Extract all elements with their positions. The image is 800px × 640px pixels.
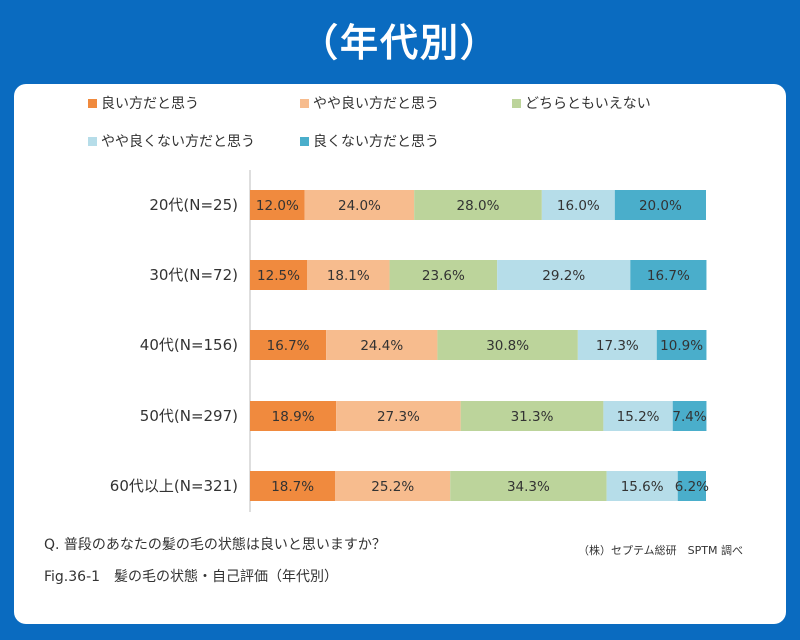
category-label-4: 50代(N=297) [140,407,238,425]
bar-segment-4-2 [336,401,461,431]
data-label-5-4: 15.6% [621,479,664,495]
bar-segment-2-2 [307,260,390,290]
legend-label-4: やや良くない方だと思う [101,134,255,150]
bar-segment-1-2 [304,190,415,220]
bar-segment-5-4 [606,471,678,501]
legend-swatch-3 [512,99,521,108]
bar-segment-1-4 [541,190,615,220]
data-label-3-2: 24.4% [360,338,403,354]
category-label-5: 60代以上(N=321) [110,477,238,495]
data-label-2-4: 29.2% [542,268,585,284]
legend-swatch-2 [300,99,309,108]
data-label-5-5: 6.2% [675,479,709,495]
data-label-4-5: 7.4% [672,409,706,425]
bar-segment-2-3 [389,260,498,290]
survey-question: Q. 普段のあなたの髪の毛の状態は良いと思いますか？ [44,537,386,553]
bar-segment-3-4 [577,330,657,360]
category-label-2: 30代(N=72) [149,266,238,284]
bar-segment-3-5 [656,330,707,360]
data-label-2-3: 23.6% [422,268,465,284]
bar-segment-4-5 [672,401,707,431]
bar-segment-1-5 [614,190,706,220]
legend-label-1: 良い方だと思う [101,96,199,112]
bar-segment-4-1 [250,401,337,431]
data-label-3-5: 10.9% [660,338,703,354]
data-label-4-1: 18.9% [272,409,315,425]
figure-caption: Fig.36-1 髪の毛の状態・自己評価（年代別） [44,569,339,585]
data-label-1-3: 28.0% [457,198,500,214]
bar-segment-1-1 [250,190,305,220]
bar-segment-4-4 [603,401,673,431]
legend-swatch-1 [88,99,97,108]
bar-segment-5-1 [250,471,336,501]
data-label-4-2: 27.3% [377,409,420,425]
bar-segment-5-3 [450,471,607,501]
data-label-3-1: 16.7% [267,338,310,354]
bar-segment-2-4 [497,260,631,290]
bar-segment-3-2 [326,330,438,360]
legend-swatch-4 [88,137,97,146]
bar-segment-2-1 [250,260,307,290]
page-title: （年代別） [299,21,500,65]
bar-segment-3-3 [437,330,578,360]
data-label-5-2: 25.2% [371,479,414,495]
data-label-1-2: 24.0% [338,198,381,214]
data-label-1-1: 12.0% [256,198,299,214]
source-credit: （株）セプテム総研 SPTM 調べ [578,544,743,557]
data-label-3-3: 30.8% [486,338,529,354]
data-label-1-5: 20.0% [639,198,682,214]
legend-swatch-5 [300,137,309,146]
bar-segment-3-1 [250,330,327,360]
bar-segment-1-3 [414,190,542,220]
bar-segment-2-5 [630,260,707,290]
legend-label-5: 良くない方だと思う [313,134,439,150]
bar-segment-5-5 [677,471,706,501]
data-label-2-5: 16.7% [647,268,690,284]
bar-segment-4-3 [460,401,604,431]
data-label-4-3: 31.3% [511,409,554,425]
data-label-4-4: 15.2% [617,409,660,425]
data-label-2-2: 18.1% [327,268,370,284]
data-label-5-1: 18.7% [271,479,314,495]
category-label-3: 40代(N=156) [140,336,238,354]
bar-segment-5-2 [335,471,451,501]
legend-label-2: やや良い方だと思う [313,96,439,112]
legend-label-3: どちらともいえない [525,96,651,112]
data-label-3-4: 17.3% [596,338,639,354]
data-label-5-3: 34.3% [507,479,550,495]
data-label-1-4: 16.0% [557,198,600,214]
category-label-1: 20代(N=25) [149,196,238,214]
data-label-2-1: 12.5% [257,268,300,284]
